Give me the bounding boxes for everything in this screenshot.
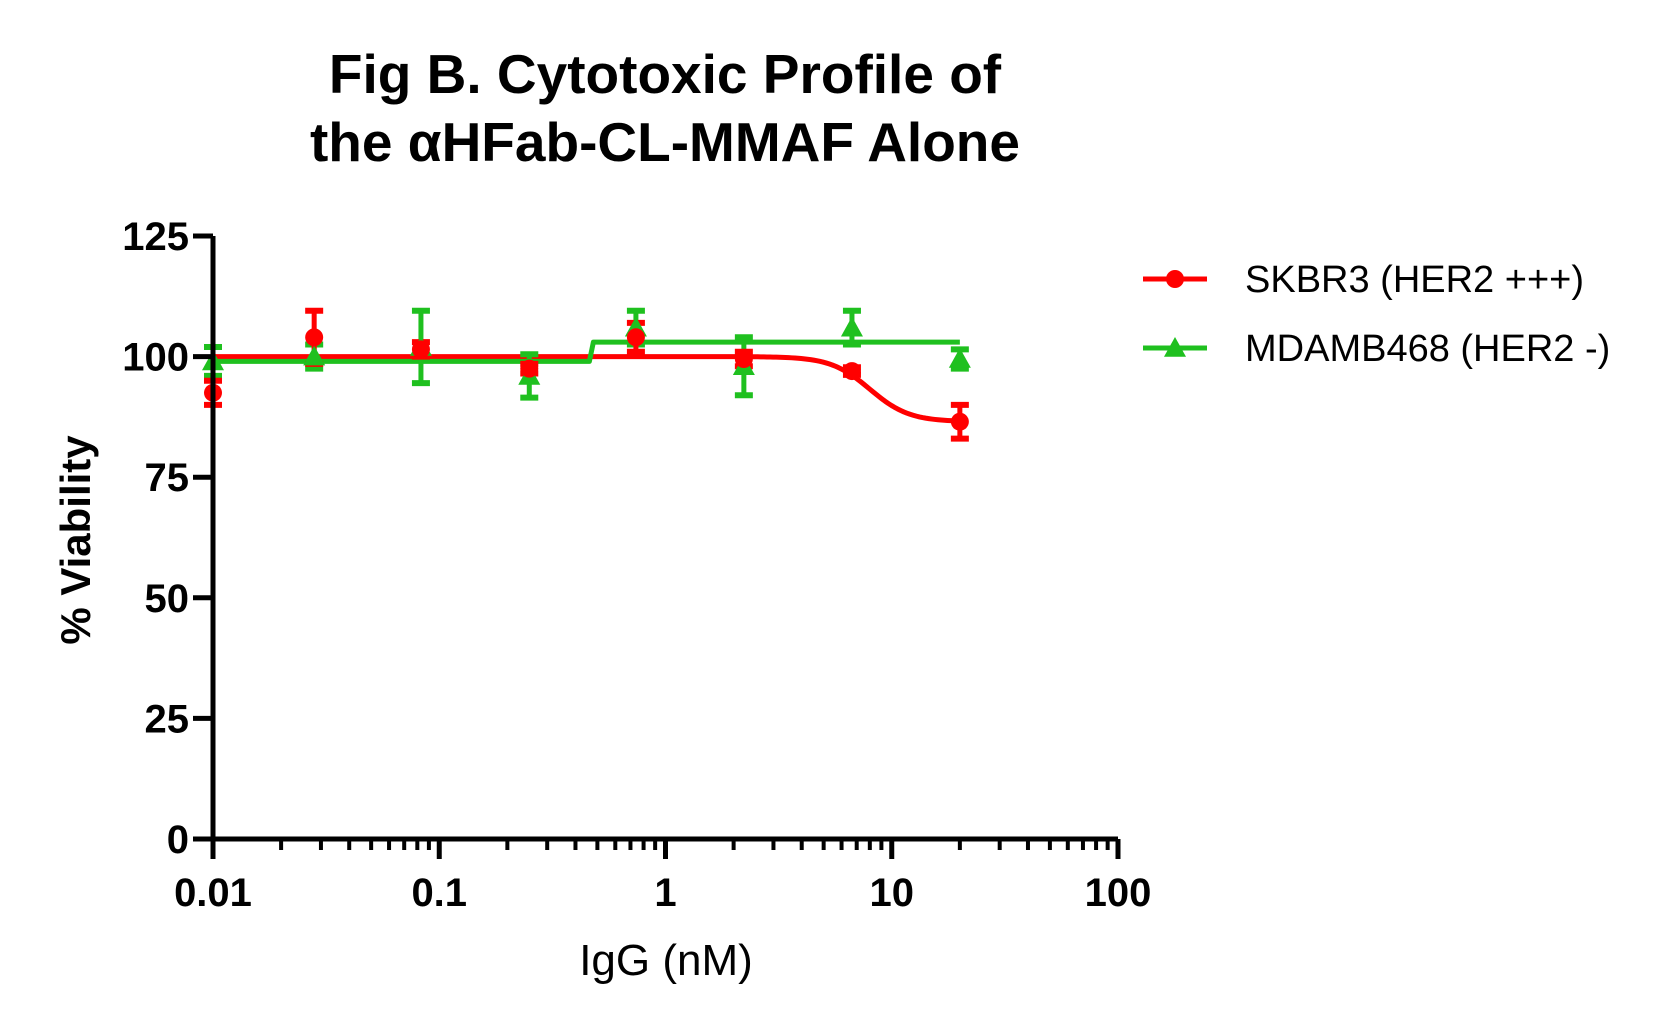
legend-marker-1 [1166,270,1184,288]
data-point-2 [840,316,863,337]
data-point-1 [734,350,753,369]
data-point-1 [950,412,969,431]
y-axis-title: % Viability [52,435,99,645]
x-tick-label: 100 [1085,871,1152,915]
y-tick-label: 0 [167,818,189,862]
legend-label-1: SKBR3 (HER2 +++) [1245,259,1584,301]
fit-curve-2 [213,339,960,364]
y-tick-label: 125 [122,215,189,259]
data-point-1 [520,359,539,378]
y-tick-label: 100 [122,336,189,380]
legend: SKBR3 (HER2 +++) MDAMB468 (HER2 -) [1143,259,1610,370]
legend-label-2: MDAMB468 (HER2 -) [1245,328,1610,370]
chart-title-line-1: Fig B. Cytotoxic Profile of [328,43,1002,105]
data-points [202,316,971,431]
y-tick-label: 25 [145,697,190,741]
x-tick-label: 0.1 [411,871,467,915]
legend-marker-2 [1164,337,1186,357]
fit-curve-1 [213,354,960,424]
x-tick-label: 0.01 [174,871,252,915]
chart-title: Fig B. Cytotoxic Profile of the αHFab-CL… [235,40,1095,176]
data-point-2 [303,345,326,366]
y-tick-label: 50 [145,577,190,621]
data-point-2 [948,348,971,368]
x-tick-label: 1 [654,871,676,915]
chart-title-line-2: the αHFab-CL-MMAF Alone [309,111,1020,173]
axes: 0 25 50 75 100 125 0.01 0.1 1 10 100 [122,215,1151,915]
x-tick-label: 10 [870,871,915,915]
data-point-1 [411,340,430,359]
y-tick-label: 75 [145,456,190,500]
fit-curves [213,339,960,424]
data-point-1 [305,328,324,347]
data-point-1 [842,362,861,381]
data-point-1 [626,328,645,347]
x-axis-title: IgG (nM) [579,936,753,985]
